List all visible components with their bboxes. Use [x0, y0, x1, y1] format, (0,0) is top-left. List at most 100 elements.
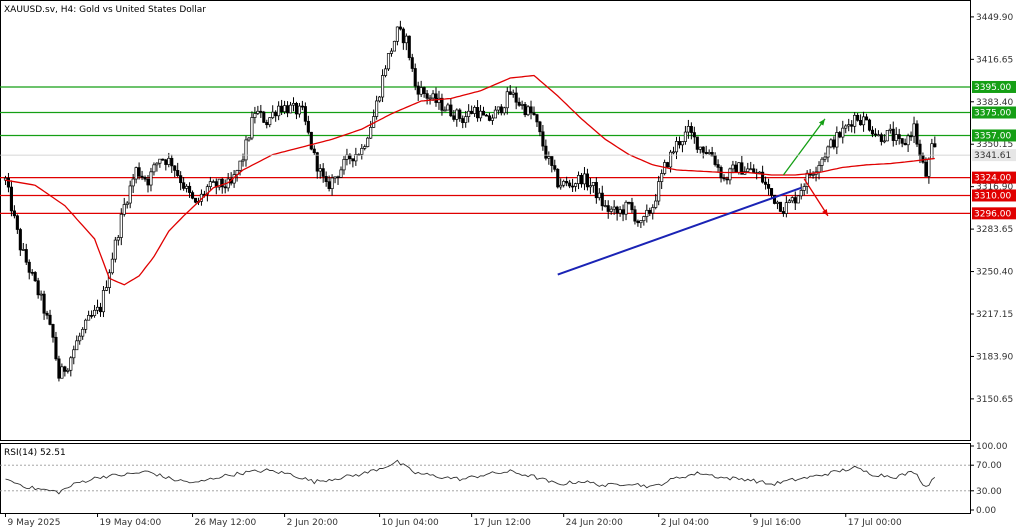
rsi-line	[5, 459, 936, 495]
candle	[624, 200, 628, 221]
candle	[190, 190, 195, 200]
candle	[894, 127, 898, 146]
candle	[173, 165, 177, 178]
candle	[458, 108, 462, 122]
candle	[401, 27, 405, 50]
price-tick-label: 3416.65	[976, 55, 1013, 65]
candle	[630, 197, 634, 213]
candle	[128, 180, 132, 209]
candle	[274, 110, 278, 122]
candle	[606, 200, 610, 219]
candle	[386, 53, 391, 71]
candle	[844, 124, 848, 134]
candle	[582, 167, 587, 191]
candle	[259, 104, 263, 118]
candle	[882, 134, 886, 144]
candle	[464, 110, 468, 128]
candle	[781, 207, 785, 217]
candle	[69, 356, 73, 377]
candle	[835, 126, 839, 155]
candle	[12, 205, 16, 219]
candle	[321, 163, 325, 183]
candle	[891, 121, 895, 147]
candle	[363, 144, 367, 151]
candle	[93, 305, 97, 318]
candle	[220, 177, 224, 194]
candle	[633, 205, 637, 225]
rsi-tick-label: 100.00	[976, 442, 1008, 452]
candle	[692, 126, 696, 144]
candle	[627, 201, 631, 205]
candle	[879, 132, 883, 146]
candle	[158, 158, 162, 168]
candle	[710, 146, 714, 157]
candle	[452, 110, 456, 122]
candle	[440, 93, 444, 116]
candle	[544, 139, 548, 161]
candle	[873, 128, 877, 138]
candle	[182, 177, 186, 191]
price-axis: 3449.90 3416.65 3383.40 3350.15 3316.90 3283.…	[0, 13, 1016, 405]
candle	[478, 104, 483, 122]
candle	[585, 168, 589, 191]
candle	[701, 146, 705, 159]
candle	[698, 146, 702, 154]
time-tick-label: 17 Jul 00:00	[848, 518, 902, 528]
candle	[859, 114, 863, 126]
candle	[27, 259, 31, 280]
candle	[707, 149, 711, 155]
candle	[113, 236, 117, 263]
price-tick-label: 3350.15	[976, 140, 1013, 150]
candle	[33, 271, 37, 282]
candle	[683, 125, 687, 145]
candle	[223, 179, 227, 194]
candle	[867, 118, 872, 132]
price-tick-label: 3217.15	[976, 310, 1013, 320]
candle	[713, 152, 717, 167]
price-tick-label: 3316.90	[976, 183, 1013, 193]
candle	[594, 177, 598, 204]
candle	[318, 164, 322, 179]
candle	[283, 100, 287, 115]
rsi-tick-label: 0.00	[976, 506, 996, 516]
candle	[508, 85, 512, 95]
candle	[496, 106, 500, 115]
candle	[876, 130, 880, 137]
candle	[888, 124, 892, 134]
candle	[746, 162, 750, 173]
candle	[134, 166, 138, 184]
candle	[511, 89, 515, 98]
candle	[490, 114, 494, 125]
candle	[476, 100, 480, 122]
candle	[820, 156, 824, 172]
level-box-3395.00	[972, 80, 1016, 93]
candle	[250, 111, 254, 141]
candle	[21, 242, 25, 251]
main-panel-frame	[0, 0, 971, 441]
candle	[621, 204, 625, 222]
moving-average-line	[5, 74, 935, 286]
chart-title: XAUUSD.sv, H4: Gold vs United States Dol…	[4, 5, 206, 15]
candle	[131, 174, 135, 193]
candle	[122, 197, 126, 217]
candle	[306, 115, 310, 135]
candle	[826, 145, 830, 163]
candle	[906, 133, 910, 152]
candle	[885, 130, 889, 142]
candle	[425, 90, 429, 105]
candle	[597, 188, 601, 201]
candle	[680, 141, 684, 153]
candle	[903, 138, 907, 146]
candle	[529, 100, 533, 120]
price-tick-label: 3283.65	[976, 225, 1013, 235]
rsi-tick-label: 70.00	[976, 461, 1002, 471]
candle	[286, 101, 290, 118]
current-price-box	[972, 149, 1016, 162]
candle	[81, 327, 85, 340]
candle	[547, 151, 551, 165]
time-tick-label: 17 Jun 12:00	[474, 518, 531, 528]
arrow-down	[803, 178, 829, 217]
candle	[470, 105, 474, 115]
candle	[104, 280, 108, 292]
candle	[354, 147, 358, 166]
